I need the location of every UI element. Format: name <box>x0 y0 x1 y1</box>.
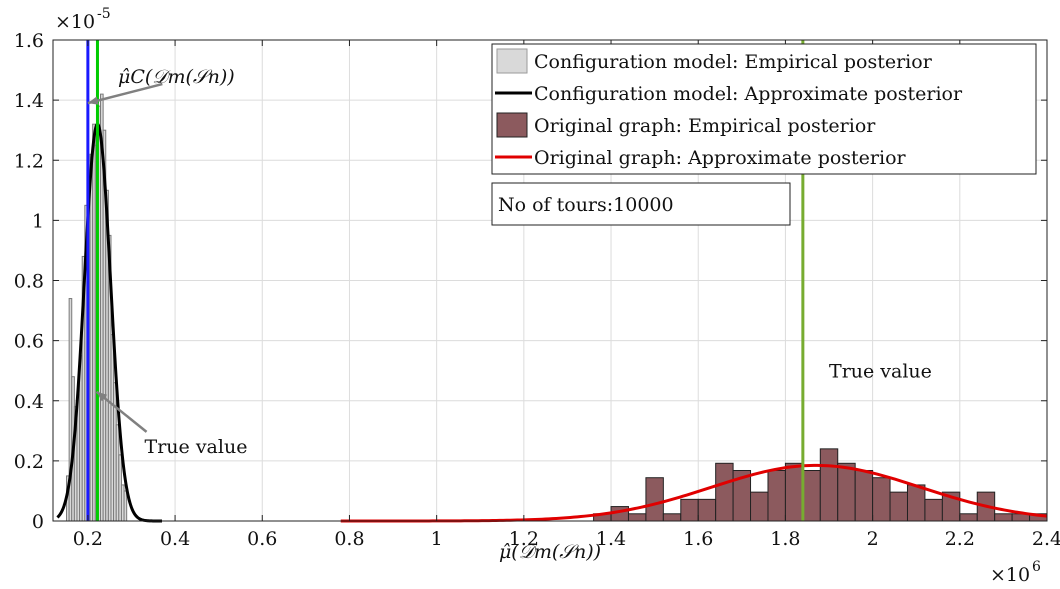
y-tick-label: 0.8 <box>14 271 44 293</box>
legend-label: Original graph: Empirical posterior <box>534 115 876 137</box>
y-exponent-power: -5 <box>97 6 111 22</box>
x-tick-label: 1 <box>431 528 443 550</box>
histogram-bar <box>802 469 821 522</box>
y-tick-label: 1.2 <box>14 150 44 172</box>
histogram-bar <box>645 477 664 522</box>
y-tick-label: 1 <box>32 210 44 232</box>
annotation-text: μ̂C(𝒟m(𝒮n)) <box>118 66 235 88</box>
x-tick-label: 2.4 <box>1032 528 1060 550</box>
y-exponent: ×10 -5 <box>55 6 111 33</box>
y-exponent-base: ×10 <box>55 11 95 33</box>
histogram-bar <box>715 462 734 522</box>
y-tick-label: 0.4 <box>14 391 44 413</box>
posterior-curve <box>56 122 162 523</box>
annotations-layer: μ̂C(𝒟m(𝒮n)) True value True value <box>87 66 932 458</box>
annotation-arrowhead <box>87 96 99 105</box>
histogram-bar <box>627 513 647 522</box>
histogram-bar <box>837 462 856 522</box>
y-tick-label: 0 <box>32 511 44 533</box>
x-tick-label: 0.4 <box>160 528 190 550</box>
histogram-bar <box>123 490 128 522</box>
annotation-arrowhead <box>96 391 108 402</box>
histogram-bar <box>784 462 804 522</box>
x-exponent: ×10 6 <box>990 559 1041 586</box>
annotation-text: True value <box>145 436 248 458</box>
info-box-rect <box>491 182 791 226</box>
histogram-bar <box>819 448 839 522</box>
histogram-bar <box>680 498 699 522</box>
info-box: No of tours:10000 <box>491 182 791 226</box>
x-tick-label: 0.2 <box>73 528 103 550</box>
y-tick-label: 1.6 <box>14 30 44 52</box>
histogram-bar <box>697 498 717 522</box>
y-tick-label: 0.6 <box>14 331 44 353</box>
histogram-bar <box>889 491 908 522</box>
histogram-bar <box>924 498 943 522</box>
histogram-bar <box>906 484 926 522</box>
legend-label: Configuration model: Empirical posterior <box>534 51 933 73</box>
info-box-text: No of tours:10000 <box>498 194 674 216</box>
x-exponent-power: 6 <box>1032 559 1041 575</box>
annotation-arrow <box>87 82 163 105</box>
histogram-bar <box>959 513 978 522</box>
histogram-bar <box>854 469 874 522</box>
y-tick-label: 1.4 <box>14 90 44 112</box>
histogram-bar <box>662 513 682 522</box>
histogram-bar <box>994 513 1013 522</box>
x-tick-label: 1.4 <box>596 528 626 550</box>
x-tick-label: 0.8 <box>334 528 364 550</box>
x-exponent-base: ×10 <box>990 564 1030 586</box>
x-tick-label: 2.2 <box>945 528 975 550</box>
legend-items: Configuration model: Empirical posterior… <box>495 48 963 169</box>
x-tick-label: 1.8 <box>770 528 800 550</box>
legend-swatch <box>496 112 528 138</box>
histogram-bar <box>767 469 786 522</box>
x-tick-label: 2 <box>867 528 879 550</box>
legend: Configuration model: Empirical posterior… <box>491 43 1037 175</box>
x-tick-label: 0.6 <box>247 528 277 550</box>
histogram-bar <box>750 491 769 522</box>
legend-label: Configuration model: Approximate posteri… <box>534 83 963 105</box>
x-axis-label: μ̂(𝒟m(𝒮n)) <box>499 541 601 563</box>
legend-label: Original graph: Approximate posterior <box>534 147 907 169</box>
ticks-layer: 0.2 0.4 0.6 0.8 1 1.2 1.4 1.6 1.8 2 2.2 2.4 0 0.2 0.4 0… <box>14 30 1060 550</box>
histogram-bar <box>872 477 891 522</box>
legend-box <box>491 43 1037 175</box>
annotation-text: True value <box>829 361 932 383</box>
legend-swatch <box>496 48 528 74</box>
y-tick-label: 0.2 <box>14 451 44 473</box>
x-tick-label: 1.2 <box>509 528 539 550</box>
x-tick-label: 1.6 <box>683 528 713 550</box>
annotation-arrow <box>95 390 148 433</box>
